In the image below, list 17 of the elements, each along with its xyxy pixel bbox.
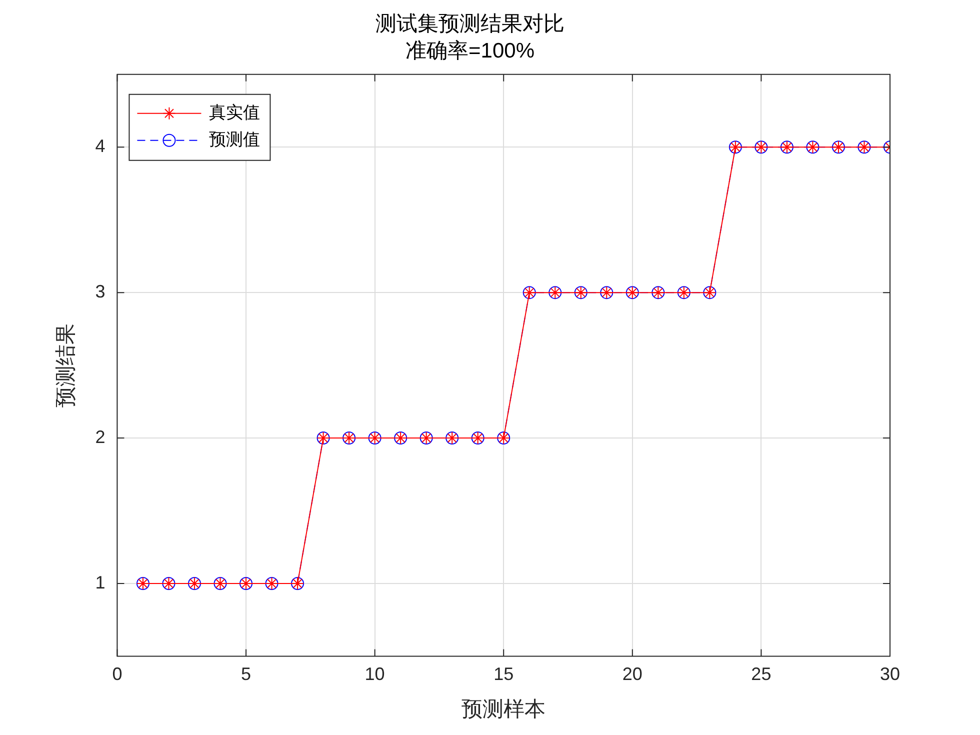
legend-label: 真实值 (209, 102, 260, 122)
x-axis-title: 预测样本 (462, 698, 546, 722)
y-tick-label: 1 (95, 572, 106, 592)
x-tick-label: 15 (494, 664, 514, 684)
x-tick-label: 0 (112, 664, 122, 684)
x-tick-label: 10 (364, 664, 385, 684)
y-tick-label: 4 (95, 136, 106, 156)
x-tick-label: 5 (241, 664, 252, 684)
legend-label: 预测值 (209, 130, 260, 149)
x-tick-label: 30 (880, 664, 900, 684)
chart-subtitle: 准确率=100% (406, 40, 534, 63)
y-tick-label: 2 (95, 426, 106, 447)
x-tick-label: 20 (622, 664, 642, 684)
chart-title: 测试集预测结果对比 (376, 12, 564, 36)
x-tick-label: 25 (751, 664, 772, 684)
y-tick-label: 3 (95, 282, 106, 302)
y-axis-title: 预测结果 (54, 323, 78, 408)
